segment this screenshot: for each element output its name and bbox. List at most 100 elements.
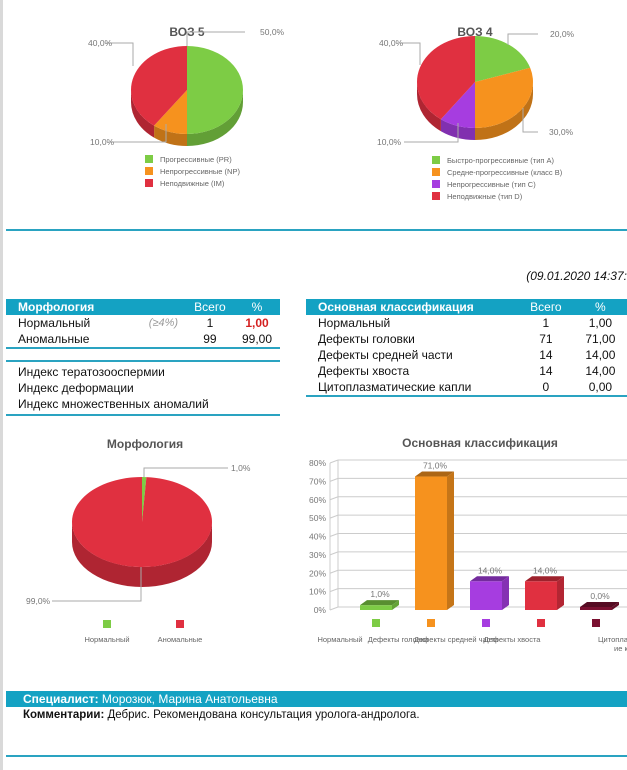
legend-label: Непрогрессивные (тип C)	[447, 180, 536, 189]
who4-leader-line	[404, 123, 459, 143]
row-name: Дефекты головки	[318, 332, 415, 346]
row-pct: 1,00	[588, 316, 613, 330]
bar-value-label: 14,0%	[533, 565, 558, 575]
legend-label: Нормальный	[84, 635, 129, 644]
index-multiple-anomalies: Индекс множественных аномалий	[18, 397, 209, 411]
row-total: 14	[539, 348, 553, 362]
morph-leader-line	[143, 467, 228, 477]
who5-leader-line	[186, 31, 245, 46]
who5-slice-side	[187, 90, 243, 146]
legend-swatch	[537, 619, 545, 627]
comment-label: Комментарии:	[23, 709, 105, 721]
legend-swatch	[427, 619, 435, 627]
row-name: Дефекты средней части	[318, 348, 453, 362]
morph-slice	[142, 477, 147, 522]
who5-slice	[187, 46, 243, 134]
bar-value-label: 0,0%	[590, 591, 610, 601]
gridline	[329, 606, 339, 611]
row-total: 0	[542, 380, 550, 394]
table-row: Цитоплазматические капли 0 0,00	[306, 379, 627, 396]
legend-label: Быстро-прогрессивные (тип A)	[447, 156, 555, 165]
table-row: Нормальный 1 1,00	[306, 315, 627, 331]
comment-text: Дебрис. Рекомендована консультация уроло…	[104, 709, 420, 721]
table-row: Нормальный (≥4%) 1 1,00	[6, 315, 280, 331]
gridline	[329, 496, 339, 501]
who4-label-b: 30,0%	[549, 127, 574, 137]
bar-top	[525, 576, 564, 582]
bar-top	[470, 576, 509, 582]
legend-label: Неподвижные (тип D)	[447, 192, 523, 201]
index-deformation: Индекс деформации	[18, 381, 134, 395]
y-tick-label: 0%	[314, 605, 327, 615]
morphology-pie-chart: Морфология 1,0% 99,0% Нормальный Аномальные	[26, 437, 251, 644]
who4-leader-line	[400, 42, 421, 65]
bar	[470, 581, 502, 610]
bar-side	[557, 576, 564, 610]
table-row: Дефекты головки 71 71,00	[306, 331, 627, 347]
morph-slice	[71, 477, 212, 567]
morph-header-total: Всего	[185, 299, 234, 315]
who4-label-c: 10,0%	[377, 137, 402, 147]
row-name: Аномальные	[18, 332, 90, 346]
y-tick-label: 50%	[309, 513, 326, 523]
gridline	[329, 569, 339, 574]
morph-header-name: Морфология	[6, 299, 142, 315]
who4-slice	[475, 36, 531, 82]
bar-side	[612, 602, 619, 610]
legend-label: Цитопла	[598, 635, 627, 644]
bar-side	[502, 576, 509, 610]
legend-swatch	[145, 155, 153, 163]
specialist-bar: Специалист: Морозюк, Марина Анатольевна	[6, 691, 627, 707]
specialist-label: Специалист:	[23, 692, 99, 706]
class-header-pct: %	[573, 299, 627, 315]
gridline	[329, 477, 339, 482]
legend-swatch	[432, 156, 440, 164]
y-tick-label: 80%	[309, 458, 326, 468]
specialist-name: Морозюк, Марина Анатольевна	[98, 692, 278, 706]
who5-slice	[131, 45, 187, 126]
legend-swatch	[592, 619, 600, 627]
who4-leader-line	[522, 108, 538, 133]
class-header-name: Основная классификация	[306, 299, 518, 315]
who5-slice-side	[154, 125, 187, 146]
classification-bar-chart: Основная классификация 0% 10% 20% 30% 40% 50%…	[309, 436, 627, 653]
legend-swatch	[145, 179, 153, 187]
indices-list: Индекс тератозооспермии Индекс деформаци…	[6, 360, 280, 416]
morph-label-normal: 1,0%	[231, 463, 251, 473]
row-pct: 14,00	[585, 364, 616, 378]
who4-label-a: 20,0%	[550, 29, 575, 39]
row-total: 1	[542, 316, 550, 330]
bar-chart-title: Основная классификация	[402, 436, 558, 450]
y-tick-label: 70%	[309, 476, 326, 486]
gridline	[329, 588, 339, 593]
who4-slice	[440, 82, 475, 128]
y-tick-label: 60%	[309, 495, 326, 505]
morph-header-pct: %	[234, 299, 280, 315]
bar-top	[415, 471, 454, 477]
who5-label-im: 40,0%	[88, 38, 113, 48]
who4-slice-side	[417, 82, 441, 132]
who5-label-np: 10,0%	[90, 137, 115, 147]
who5-slice-side	[131, 90, 155, 138]
legend-label: Дефекты средней части	[414, 635, 498, 644]
row-note: (≥4%)	[148, 317, 179, 329]
who4-label-d: 40,0%	[379, 38, 404, 48]
morph-label-abnormal: 99,0%	[26, 596, 51, 606]
row-name: Цитоплазматические капли	[318, 380, 472, 394]
bar	[360, 605, 392, 610]
legend-label: Нормальный	[317, 635, 362, 644]
class-header-total: Всего	[518, 299, 574, 315]
legend-label: Дефекты хвоста	[484, 635, 542, 644]
legend-label: Дефекты головки	[368, 635, 429, 644]
comment: Комментарии: Дебрис. Рекомендована консу…	[23, 709, 420, 721]
row-pct: 14,00	[585, 348, 616, 362]
who5-pie-chart: ВОЗ 5 50,0%10,0%40,0%Прогрессивные (PR)Н…	[88, 25, 285, 188]
morph-slice-side	[72, 522, 212, 587]
y-tick-label: 20%	[309, 568, 326, 578]
row-pct: 71,00	[585, 332, 616, 346]
bar-top	[360, 600, 399, 606]
section-divider	[6, 229, 627, 231]
who5-leader-line	[107, 42, 134, 66]
gridline	[329, 551, 339, 556]
who4-slice	[417, 36, 475, 120]
